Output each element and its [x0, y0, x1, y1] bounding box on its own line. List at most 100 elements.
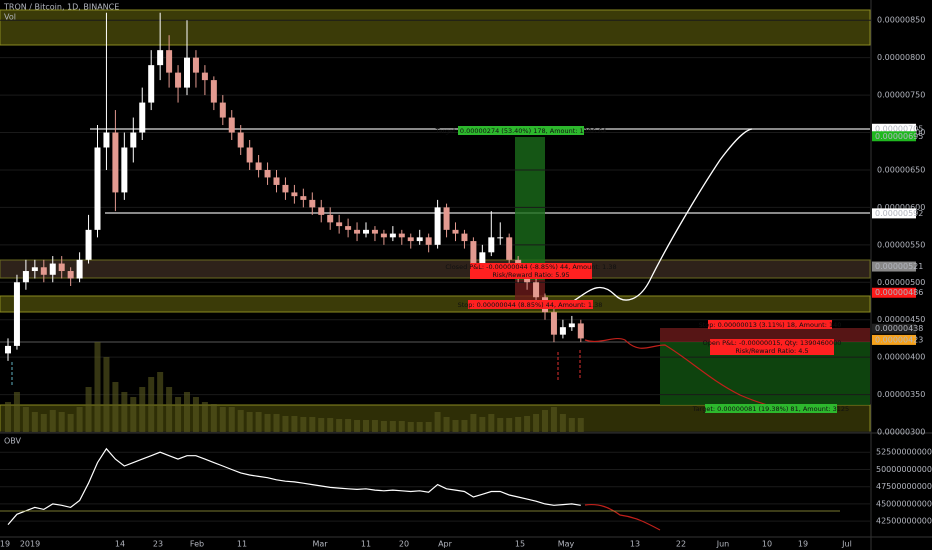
annotation: Risk/Reward Ratio: 5.95	[492, 271, 569, 279]
y-tick-label: 45000000000.000	[876, 499, 932, 508]
projection	[584, 337, 801, 411]
y-tick-label: 0.00000850	[877, 16, 925, 25]
candle-body	[461, 233, 468, 242]
candle-body	[443, 207, 450, 230]
label-box	[710, 339, 834, 355]
candle-body	[264, 169, 271, 178]
volume-bar	[452, 420, 459, 432]
volume-bar	[291, 416, 298, 432]
candle-body	[228, 117, 235, 133]
candle-body	[577, 323, 584, 339]
volume-bar	[246, 412, 253, 432]
volume-bar	[76, 407, 83, 432]
candle-body	[5, 345, 11, 354]
x-tick-label: 19	[798, 540, 808, 549]
candle-body	[327, 214, 334, 223]
price-label-box	[872, 287, 916, 298]
label-box	[708, 320, 832, 329]
projection	[571, 128, 753, 303]
candle-body	[103, 132, 110, 148]
y-tick-label: 0.00000800	[877, 53, 925, 62]
candle-body	[273, 177, 280, 185]
volume-bar	[121, 392, 128, 432]
candle-body	[210, 80, 217, 103]
price-label-box	[872, 208, 916, 219]
volume-bar	[515, 417, 522, 432]
volume-bar	[577, 418, 584, 432]
volume-bar	[318, 418, 325, 432]
x-tick-label: 20	[399, 540, 409, 549]
volume-label: Vol	[4, 13, 16, 22]
candle-body	[354, 229, 361, 234]
candle-body	[479, 252, 486, 268]
volume-bar	[201, 402, 208, 432]
candle-body	[13, 282, 20, 346]
volume-bar	[389, 421, 396, 432]
y-tick-label: 0.00000750	[877, 91, 925, 100]
candle-body	[148, 65, 155, 103]
annotation: Stop: 0.00000013 (3.11%) 18, Amount: 140	[699, 321, 842, 329]
volume-bar	[398, 421, 405, 432]
candle-body	[470, 241, 477, 268]
volume-bar	[22, 407, 29, 432]
obv-line	[7, 447, 581, 525]
zone	[0, 9, 871, 46]
price-label-box	[872, 323, 916, 334]
candle-body	[130, 132, 137, 148]
x-tick-label: Jun	[716, 540, 730, 549]
volume-bar	[488, 414, 495, 432]
x-tick-label: 11	[361, 540, 371, 549]
volume-bar	[371, 420, 378, 432]
volume-bar	[13, 392, 20, 432]
candle-body	[31, 267, 38, 272]
annotation: Closed P&L: -0.00000044 (-8.85%) 44, Amo…	[445, 263, 616, 271]
candle-body	[425, 237, 432, 245]
candle-body	[559, 327, 566, 335]
x-tick-label: 13	[630, 540, 640, 549]
candle-body	[336, 222, 343, 227]
price-label: 0.00000592	[875, 209, 923, 218]
candle-body	[112, 132, 119, 193]
y-tick-label: 0.00000500	[877, 278, 925, 287]
zone	[0, 295, 871, 313]
candle-body	[488, 237, 495, 253]
candle-body	[94, 147, 101, 230]
zone	[0, 259, 871, 279]
x-tick-label: 23	[153, 540, 163, 549]
volume-bar	[533, 414, 540, 432]
candle-body	[166, 50, 173, 73]
candle-body	[246, 147, 253, 163]
annotation: Open P&L: -0.00000015, Qty: 1390460000	[703, 339, 842, 347]
volume-bar	[94, 342, 101, 432]
volume-bar	[443, 417, 450, 432]
candle-body	[300, 196, 307, 200]
volume-bar	[497, 418, 504, 432]
volume-bar	[273, 414, 280, 432]
candle-body	[85, 229, 92, 260]
candle-body	[175, 72, 182, 88]
x-tick-label: Jul	[841, 540, 852, 549]
price-label: 0.00000423	[875, 335, 923, 344]
candle-body	[291, 192, 298, 197]
annotation: Risk/Reward Ratio: 4.5	[735, 347, 808, 355]
volume-bar	[103, 357, 110, 432]
volume-bar	[112, 382, 119, 432]
volume-bar	[542, 410, 548, 432]
candle-body	[282, 184, 289, 193]
x-tick-label: 19	[0, 540, 10, 549]
candle-body	[345, 226, 352, 230]
volume-bar	[184, 392, 190, 432]
y-tick-label: 0.00000350	[877, 390, 925, 399]
volume-bar	[166, 387, 173, 432]
volume-bar	[434, 412, 441, 432]
candle-body	[219, 102, 226, 118]
marks	[0, 12, 871, 525]
candle-body	[58, 263, 65, 272]
volume-bar	[327, 418, 334, 432]
candle-body	[452, 229, 459, 234]
price-label: 0.00000486	[875, 288, 923, 297]
position-profit	[515, 137, 545, 280]
volume-bar	[85, 387, 92, 432]
volume-bar	[336, 419, 343, 432]
